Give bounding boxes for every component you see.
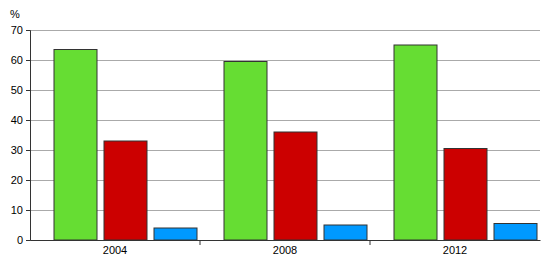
tick-label: 20 [11,174,23,186]
bar [154,228,197,240]
bars [54,45,537,240]
tick-mark [26,60,30,61]
tick: 30 [11,144,30,156]
tick: 50 [11,84,30,96]
tick-label: 50 [11,84,23,96]
tick-label: 70 [11,24,23,36]
tick-label: 0 [17,234,23,246]
tick-label: 2008 [273,244,297,256]
tick-mark [26,90,30,91]
grid-line [30,120,540,121]
y-label: % [10,8,20,20]
tick: 20 [11,174,30,186]
series [54,45,437,240]
tick-mark [26,180,30,181]
tick: 70 [11,24,30,36]
bar [54,50,97,241]
bar [274,132,317,240]
bar [444,149,487,241]
tick: 0 [17,234,30,246]
tick-mark [26,30,30,31]
x-axis: 2004 2008 2012 [31,240,541,256]
tick: 2008 [273,240,297,256]
grid [30,30,540,240]
tick-mark [26,210,30,211]
chart: 0 10 20 30 40 50 60 70 2004 2008 2012% [0,0,554,266]
bar [494,224,537,241]
axis-line [26,31,31,241]
tick-label: 10 [11,204,23,216]
axis-line [31,240,541,241]
tick-mark [26,150,30,151]
tick-mark [26,120,30,121]
grid-line [30,60,540,61]
bar [104,141,147,240]
tick: 10 [11,204,30,216]
separators [200,240,370,245]
tick-label: 60 [11,54,23,66]
tick-label: 30 [11,144,23,156]
tick-label: 2012 [443,244,467,256]
tick: 2012 [443,240,467,256]
bar [394,45,437,240]
bar [324,225,367,240]
series [154,224,537,241]
grid-line [30,30,540,31]
tick: 2004 [103,240,127,256]
grid-line [30,90,540,91]
tick: 40 [11,114,30,126]
separator [200,240,201,245]
tick-label: 40 [11,114,23,126]
tick-label: 2004 [103,244,127,256]
tick-mark [26,240,30,241]
bar [224,62,267,241]
separator [370,240,371,245]
series [104,132,487,240]
plot: 0 10 20 30 40 50 60 70 2004 2008 2012 [11,24,541,256]
y-axis: 0 10 20 30 40 50 60 70 [11,24,31,246]
tick: 60 [11,54,30,66]
